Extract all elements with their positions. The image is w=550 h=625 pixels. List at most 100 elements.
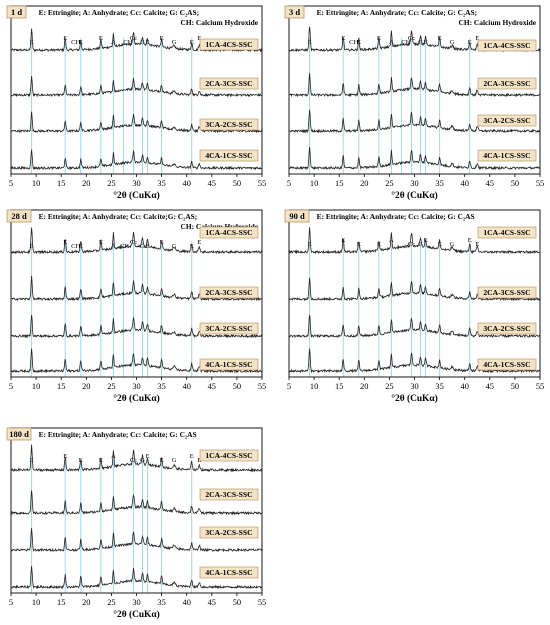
series-label: 4CA-1CS-SSC — [483, 151, 530, 160]
panel-tag-box — [284, 5, 305, 19]
plot-frame — [288, 5, 541, 175]
xrd-trace — [11, 111, 263, 134]
peak-label: E — [30, 457, 34, 464]
x-axis-title: °2θ (CuKα) — [391, 393, 437, 404]
x-tick-label: 40 — [183, 382, 191, 391]
x-tick-label: 55 — [536, 382, 544, 391]
x-tick-label: 40 — [461, 179, 469, 188]
series-label: 4CA-1CS-SSC — [205, 151, 252, 160]
series-label: 1CA-4CS-SSC — [205, 451, 252, 460]
x-axis-title: °2θ (CuKα) — [113, 393, 159, 404]
peak-label: E — [99, 35, 103, 42]
series-label: 4CA-1CS-SSC — [205, 360, 252, 369]
series-label: 3CA-2CS-SSC — [205, 528, 252, 537]
x-tick-label: 55 — [536, 179, 544, 188]
peak-label: G — [418, 39, 423, 46]
x-tick-label: 25 — [107, 382, 115, 391]
x-tick-label: 25 — [107, 179, 115, 188]
series-label: 2CA-3CS-SSC — [205, 490, 252, 499]
x-tick-label: 5 — [287, 382, 291, 391]
x-tick-label: 35 — [157, 598, 165, 607]
peak-label: CH — [401, 39, 410, 46]
peak-label: G — [418, 241, 423, 248]
x-tick-label: 30 — [132, 382, 140, 391]
x-tick-label: 20 — [360, 179, 368, 188]
series-label-box — [477, 114, 537, 127]
panel-tag: 90 d — [289, 211, 305, 221]
xrd-trace — [288, 277, 541, 302]
xrd-panel-4: 180 d E: Ettringite; A: Anhydrate; Cc: Ca… — [6, 427, 266, 620]
peak-label: CH — [349, 39, 358, 46]
peak-label: E — [424, 39, 428, 46]
series-label-box — [477, 39, 537, 52]
peak-label: E — [357, 241, 361, 248]
legend-text: CH: Calcium Hydroxide — [181, 18, 259, 27]
xrd-panel-2: 28 d E: Ettringite; A: Anhydrate; Cc: Cal… — [6, 209, 266, 404]
series-label: 1CA-4CS-SSC — [483, 228, 530, 237]
series-label-box — [477, 322, 537, 335]
legend-text: E: Ettringite; A: Anhydrate; Cc: Calcite… — [39, 430, 197, 439]
legend-text: E: Ettringite; A: Anhydrate; Cc: Calcite… — [317, 212, 475, 221]
x-tick-label: 40 — [183, 179, 191, 188]
x-tick-label: 15 — [57, 598, 65, 607]
panel-tag-box — [6, 427, 32, 441]
peak-label: E — [146, 453, 150, 460]
series-label: 3CA-2CS-SSC — [483, 324, 530, 333]
peak-label: CH — [120, 243, 129, 250]
legend-text: E: Ettringite; A: Anhydrate; Cc: Calcite… — [317, 8, 477, 17]
x-axis-title: °2θ (CuKα) — [113, 609, 159, 620]
xrd-trace — [10, 348, 263, 374]
peak-label: CH — [71, 243, 80, 250]
series-label-box — [199, 77, 259, 90]
x-axis-title: °2θ (CuKα) — [391, 190, 437, 201]
panel-tag: 3 d — [289, 7, 300, 17]
x-tick-label: 15 — [335, 179, 343, 188]
x-tick-label: 35 — [435, 179, 443, 188]
x-tick-label: 55 — [258, 382, 266, 391]
series-label-box — [199, 449, 259, 462]
series-label-box — [199, 38, 259, 51]
x-tick-label: 55 — [258, 598, 266, 607]
peak-label: Cc — [408, 241, 415, 248]
peak-label: E — [146, 243, 150, 250]
xrd-trace — [10, 275, 263, 302]
panel-tag-box — [6, 209, 32, 223]
x-tick-label: 35 — [435, 382, 443, 391]
series-label: 2CA-3CS-SSC — [205, 79, 252, 88]
series-label: 3CA-2CS-SSC — [483, 116, 530, 125]
panel-tag: 180 d — [9, 429, 29, 439]
x-tick-label: 20 — [360, 382, 368, 391]
series-label-box — [199, 526, 259, 539]
series-label: 1CA-4CS-SSC — [205, 40, 252, 49]
x-tick-label: 50 — [511, 179, 519, 188]
legend-text: E: Ettringite; A: Anhydrate; Cc: Calcite… — [39, 212, 198, 221]
panel-tag-box — [6, 5, 27, 19]
series-label-box — [199, 118, 259, 131]
series-label-box — [199, 149, 259, 162]
xrd-trace — [10, 315, 263, 339]
xrd-trace — [10, 227, 263, 255]
x-tick-label: 10 — [310, 382, 318, 391]
xrd-trace — [288, 109, 541, 134]
peak-label: G — [140, 39, 145, 46]
peak-label: A — [111, 243, 116, 250]
x-tick-label: 30 — [410, 179, 418, 188]
peak-label: E — [190, 243, 194, 250]
x-axis-title: °2θ (CuKα) — [113, 190, 159, 201]
peak-label: E — [30, 243, 34, 250]
series-label-box — [199, 566, 259, 579]
x-tick-label: 45 — [208, 179, 216, 188]
x-tick-label: 35 — [157, 179, 165, 188]
x-tick-label: 50 — [233, 179, 241, 188]
peak-label: E — [475, 241, 479, 248]
peak-label: E — [160, 239, 164, 246]
x-tick-label: 40 — [183, 598, 191, 607]
peak-label: E — [357, 39, 361, 46]
series-label: 2CA-3CS-SSC — [483, 288, 530, 297]
x-tick-label: 25 — [385, 179, 393, 188]
series-label: 3CA-2CS-SSC — [205, 120, 252, 129]
peak-label: E — [30, 39, 34, 46]
legend-text: CH: Calcium Hydroxide — [181, 222, 259, 231]
xrd-trace — [10, 149, 263, 171]
xrd-trace — [288, 348, 541, 374]
